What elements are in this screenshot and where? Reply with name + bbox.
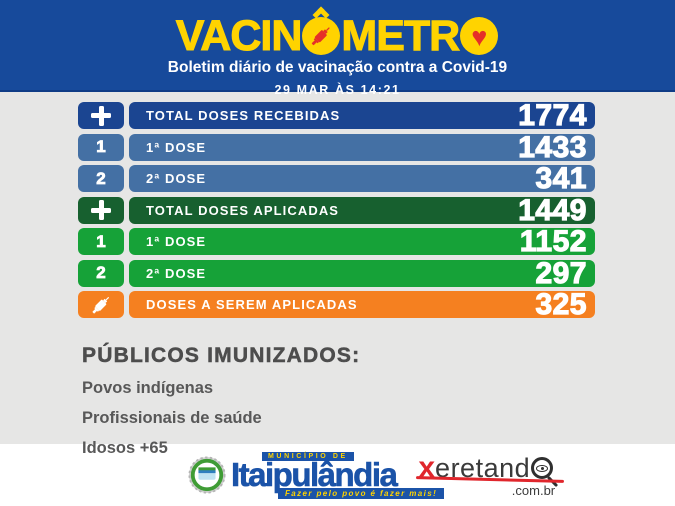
subtitle: Boletim diário de vacinação contra a Cov… — [167, 59, 508, 76]
stat-value: 325 — [535, 288, 587, 321]
stat-value: 341 — [535, 162, 587, 195]
magnifier-eye-icon — [531, 457, 554, 479]
stat-label: 2ª DOSE — [146, 171, 207, 186]
publics-item: Profissionais de saúde — [82, 409, 262, 427]
stat-row-dose1-aplicada: 1 1ª DOSE 1152 — [78, 225, 595, 258]
publics-item: Povos indígenas — [82, 379, 214, 397]
digit-2-icon: 2 — [78, 259, 124, 287]
footer: MUNICÍPIO DE Itaipulândia Fazer pelo pov… — [0, 444, 675, 506]
stat-bar: 2ª DOSE 297 — [129, 256, 595, 290]
digit-1-icon: 1 — [78, 133, 124, 161]
media-logo: x eretand .com.br — [416, 451, 565, 498]
plus-icon — [78, 102, 124, 129]
stat-row-doses-a-aplicar: DOSES A SEREM APLICADAS 325 — [78, 288, 595, 321]
circumflex-accent — [312, 6, 330, 24]
title-part1: VACIN — [175, 12, 303, 60]
stat-label: TOTAL DOSES RECEBIDAS — [146, 108, 341, 123]
municipality-crest-icon — [188, 456, 226, 494]
stat-label: DOSES A SEREM APLICADAS — [146, 297, 358, 312]
stat-bar: 1ª DOSE 1152 — [129, 225, 595, 258]
heart-o-badge: ♥ — [460, 17, 499, 55]
stat-row-dose1-recebida: 1 1ª DOSE 1433 — [78, 130, 595, 164]
stat-value: 1774 — [518, 99, 587, 132]
stat-bar: TOTAL DOSES RECEBIDAS 1774 — [129, 99, 595, 132]
media-logo-x: x — [418, 451, 436, 484]
publics-section: PÚBLICOS IMUNIZADOS: Povos indígenas Pro… — [82, 344, 675, 458]
syringe-icon — [78, 291, 124, 318]
stat-bar: 2ª DOSE 341 — [129, 162, 595, 195]
digit-2-icon: 2 — [78, 165, 124, 192]
title-part2: METR — [341, 12, 461, 60]
stat-label: 1ª DOSE — [146, 139, 207, 155]
digit-1-icon: 1 — [78, 228, 124, 255]
header: VACIN METR ♥ Boletim diário de vaci — [0, 0, 675, 97]
stat-value: 297 — [535, 256, 587, 290]
publics-heading: PÚBLICOS IMUNIZADOS: — [82, 344, 361, 368]
stat-label: 1ª DOSE — [146, 234, 207, 249]
stat-value: 1152 — [519, 225, 587, 258]
stats-rows: TOTAL DOSES RECEBIDAS 1774 1 1ª DOSE 143… — [78, 99, 595, 321]
stat-row-total-recebidas: TOTAL DOSES RECEBIDAS 1774 — [78, 99, 595, 132]
heart-icon: ♥ — [471, 21, 488, 52]
publics-item: Idosos +65 — [82, 439, 168, 457]
plus-icon — [78, 196, 124, 224]
syringe-o-badge — [302, 6, 341, 55]
stats-section: TOTAL DOSES RECEBIDAS 1774 1 1ª DOSE 143… — [0, 92, 675, 457]
stat-bar: 1ª DOSE 1433 — [129, 130, 595, 164]
municipality-eyebrow: MUNICÍPIO DE — [262, 451, 354, 461]
page-title: VACIN METR ♥ — [175, 6, 499, 60]
syringe-icon — [312, 27, 331, 46]
stat-row-dose2-recebida: 2 2ª DOSE 341 — [78, 162, 595, 195]
media-domain: .com.br — [511, 483, 556, 498]
stat-row-dose2-aplicada: 2 2ª DOSE 297 — [78, 256, 595, 290]
stat-value: 1433 — [518, 130, 587, 164]
municipality-logo: MUNICÍPIO DE Itaipulândia Fazer pelo pov… — [188, 451, 445, 499]
municipality-name: Itaipulândia — [231, 455, 398, 493]
stat-label: 2ª DOSE — [146, 265, 207, 281]
stat-label: TOTAL DOSES APLICADAS — [146, 202, 340, 218]
stat-bar: TOTAL DOSES APLICADAS 1449 — [129, 193, 595, 227]
municipality-slogan: Fazer pelo povo é fazer mais! — [278, 487, 445, 499]
stat-value: 1449 — [518, 193, 587, 227]
bulletin-datetime: 29 MAR ÀS 14:21 — [274, 83, 401, 97]
stat-bar: DOSES A SEREM APLICADAS 325 — [129, 288, 595, 321]
stat-row-total-aplicadas: TOTAL DOSES APLICADAS 1449 — [78, 193, 595, 227]
